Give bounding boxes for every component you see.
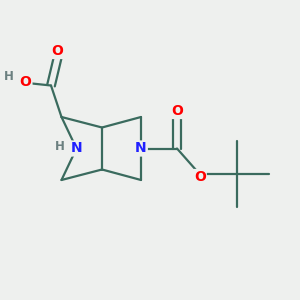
- Text: O: O: [20, 75, 32, 89]
- Text: O: O: [51, 44, 63, 58]
- Text: N: N: [71, 142, 82, 155]
- Text: H: H: [55, 140, 65, 154]
- Text: O: O: [194, 170, 206, 184]
- Text: O: O: [172, 104, 184, 118]
- Text: N: N: [135, 142, 147, 155]
- Text: H: H: [4, 70, 14, 83]
